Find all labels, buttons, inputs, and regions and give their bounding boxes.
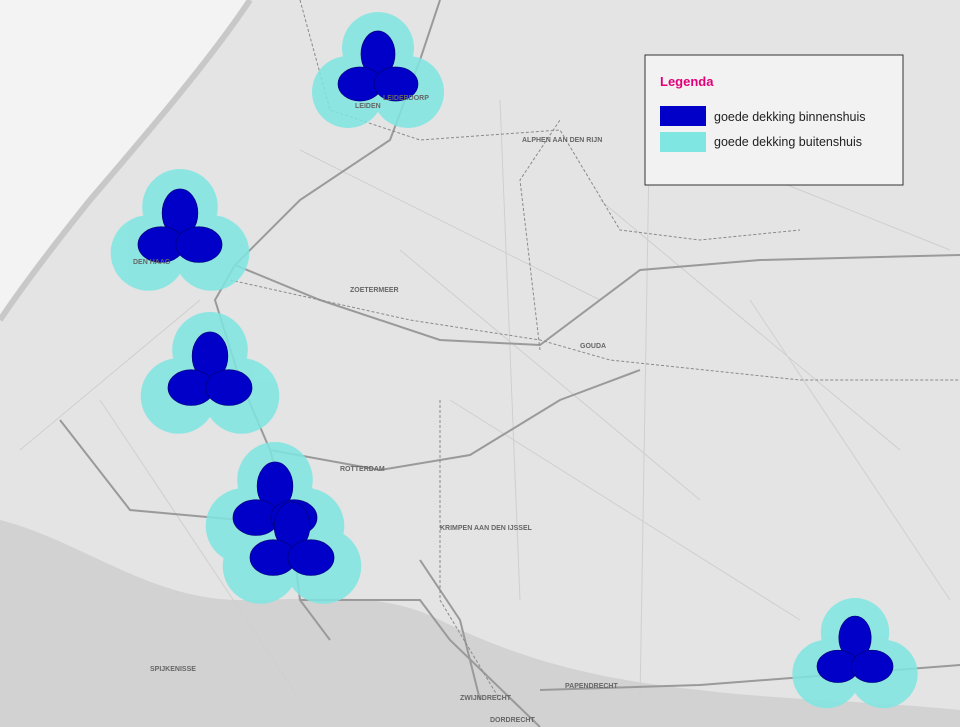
indoor-lobe: [175, 226, 223, 263]
coast: [0, 0, 253, 322]
indoor-lobe: [850, 649, 894, 683]
place-label: ROTTERDAM: [340, 466, 385, 473]
railways: [229, 0, 960, 701]
place-label: PAPENDRECHT: [565, 683, 618, 690]
place-labels: LEIDEN LEIDERDORP ALPHEN AAN DEN RIJN DE…: [133, 95, 618, 724]
place-label: SPIJKENISSE: [150, 666, 196, 673]
place-label: KRIMPEN AAN DEN IJSSEL: [440, 525, 533, 532]
place-label: ZOETERMEER: [350, 287, 399, 294]
place-label: ZWIJNDRECHT: [460, 695, 512, 702]
indoor-lobe: [287, 539, 335, 576]
legend-title: Legenda: [660, 74, 714, 89]
legend-swatch: [660, 106, 706, 126]
place-label: DORDRECHT: [490, 717, 535, 724]
minor-roads: [19, 99, 951, 701]
indoor-lobe: [373, 66, 419, 102]
place-label: LEIDEN: [355, 103, 381, 110]
place-label: LEIDERDORP: [383, 95, 429, 102]
place-label: ALPHEN AAN DEN RIJN: [522, 137, 602, 144]
legend-label: goede dekking buitenshuis: [714, 135, 862, 149]
legend-label: goede dekking binnenshuis: [714, 110, 866, 124]
legend-swatch: [660, 132, 706, 152]
legend: Legenda goede dekking binnenshuis goede …: [644, 54, 904, 186]
indoor-coverage: [137, 30, 894, 683]
place-label: DEN HAAG: [133, 259, 171, 266]
place-label: GOUDA: [580, 343, 606, 350]
river: [0, 520, 960, 727]
coverage: [110, 12, 918, 709]
indoor-lobe: [205, 369, 253, 406]
